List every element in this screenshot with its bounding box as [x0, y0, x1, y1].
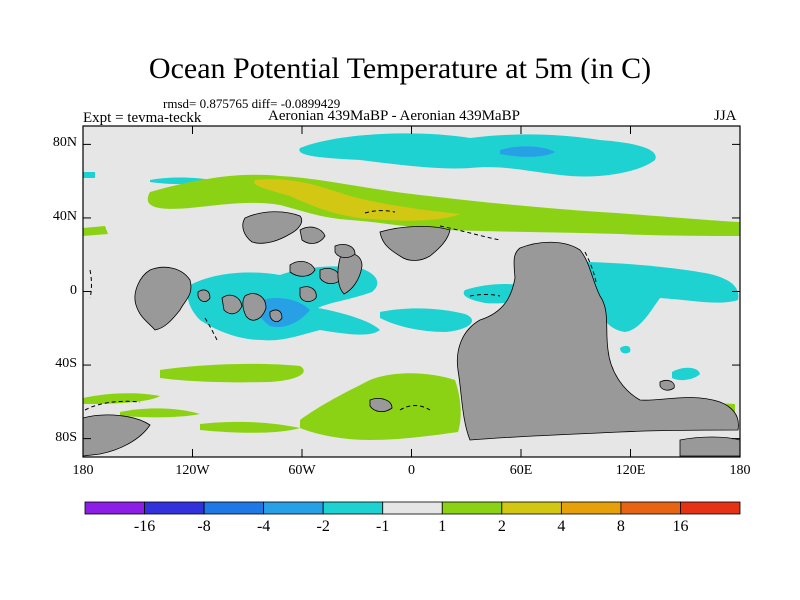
- lon-tick-label: 0: [408, 463, 415, 478]
- lon-tick-label: 120E: [615, 463, 646, 478]
- dashed-contour-east: [584, 251, 597, 283]
- land-north-4: [334, 244, 356, 258]
- colorbar-label: -4: [256, 518, 271, 535]
- cyan-anomaly-north-west: [83, 172, 95, 178]
- colorbar-label: 4: [557, 518, 566, 535]
- cyan-anomaly-east-pacific: [380, 308, 473, 332]
- colorbar: [84, 501, 741, 515]
- colorbar-swatch: [322, 501, 384, 515]
- dashed-contour-south-2: [399, 405, 431, 411]
- dashed-contour-west: [89, 269, 92, 299]
- colorbar-swatch: [203, 501, 265, 515]
- green-anomaly-south-pacific: [120, 408, 200, 418]
- dashed-contour-central: [204, 317, 219, 343]
- land-south-west: [82, 414, 151, 457]
- colorbar-label: -8: [197, 518, 211, 535]
- colorbar-label: 16: [672, 518, 689, 535]
- green-anomaly-south-edge: [83, 393, 160, 404]
- cyan-anomaly-southeast: [672, 367, 700, 381]
- season-label: JJA: [714, 108, 737, 124]
- green-anomaly-south-band: [200, 421, 300, 433]
- yellow-anomaly-north: [254, 179, 460, 221]
- colorbar-swatch: [144, 501, 205, 515]
- lon-tick-label: 60W: [288, 463, 316, 478]
- stats-line: rmsd= 0.875765 diff= -0.0899429: [163, 96, 341, 111]
- land-central-island-2: [242, 293, 267, 321]
- experiment-label: Expt = tevma-teckk: [83, 110, 202, 126]
- land-central-north-island: [289, 260, 316, 277]
- dashed-contour-atlantic: [469, 294, 501, 297]
- land-south-east: [679, 436, 741, 457]
- land-central-east-2: [299, 286, 317, 302]
- lat-tick-label: 80N: [52, 135, 77, 151]
- land-north-2: [299, 226, 326, 244]
- cyan-anomaly-north: [299, 133, 656, 177]
- colorbar-label: -1: [376, 518, 390, 535]
- land-central-island-1: [221, 294, 243, 315]
- land-north-3: [379, 225, 451, 261]
- colorbar-label: 1: [438, 518, 447, 535]
- colorbar-label: -2: [316, 518, 330, 535]
- land-south-small: [369, 398, 393, 412]
- colorbar-swatch: [620, 501, 681, 515]
- green-anomaly-left-edge: [83, 226, 108, 236]
- comparison-label: Aeronian 439MaBP - Aeronian 439MaBP: [268, 108, 520, 124]
- lat-tick-label: 40S: [55, 356, 77, 372]
- colorbar-label: 2: [497, 518, 506, 535]
- colorbar-swatch: [680, 501, 741, 515]
- blue-anomaly-tropical: [258, 298, 310, 328]
- dashed-contour-south: [84, 400, 141, 411]
- cyan-anomaly-east: [580, 262, 739, 332]
- blue-anomaly-north: [500, 146, 555, 157]
- map-title: Ocean Potential Temperature at 5m (in C): [148, 52, 652, 85]
- dashed-contour-north-2: [439, 225, 501, 241]
- lat-tick-label: 40N: [52, 208, 77, 224]
- land-east-continent: [456, 241, 739, 441]
- land-island-west: [197, 289, 211, 302]
- lon-tick-label: 60E: [509, 463, 533, 478]
- axis-ticks: [82, 126, 741, 457]
- lat-tick-label: 80S: [55, 429, 77, 445]
- colorbar-swatch: [560, 501, 622, 515]
- colorbar-swatch: [382, 501, 443, 515]
- land-east-small: [659, 380, 675, 391]
- colorbar-swatch: [263, 501, 324, 515]
- colorbar-label: -16: [133, 518, 156, 535]
- lat-tick-label: 0: [70, 282, 77, 298]
- colorbar-swatch: [84, 501, 145, 515]
- land-west-equatorial: [134, 266, 192, 331]
- colorbar-swatch: [501, 501, 562, 515]
- colorbar-label: 8: [616, 518, 625, 535]
- green-anomaly-south-west: [160, 363, 304, 383]
- lon-tick-label: 180: [729, 463, 751, 478]
- land-north-1: [242, 211, 303, 244]
- cyan-anomaly-small: [620, 345, 631, 354]
- colorbar-swatch: [441, 501, 503, 515]
- lon-tick-label: 120W: [175, 463, 210, 478]
- land-masses: [82, 211, 741, 457]
- coastline-dashes: [84, 210, 597, 411]
- dashed-contour-north: [364, 210, 396, 214]
- lon-tick-label: 180: [72, 463, 94, 478]
- land-central-island-3: [269, 309, 283, 322]
